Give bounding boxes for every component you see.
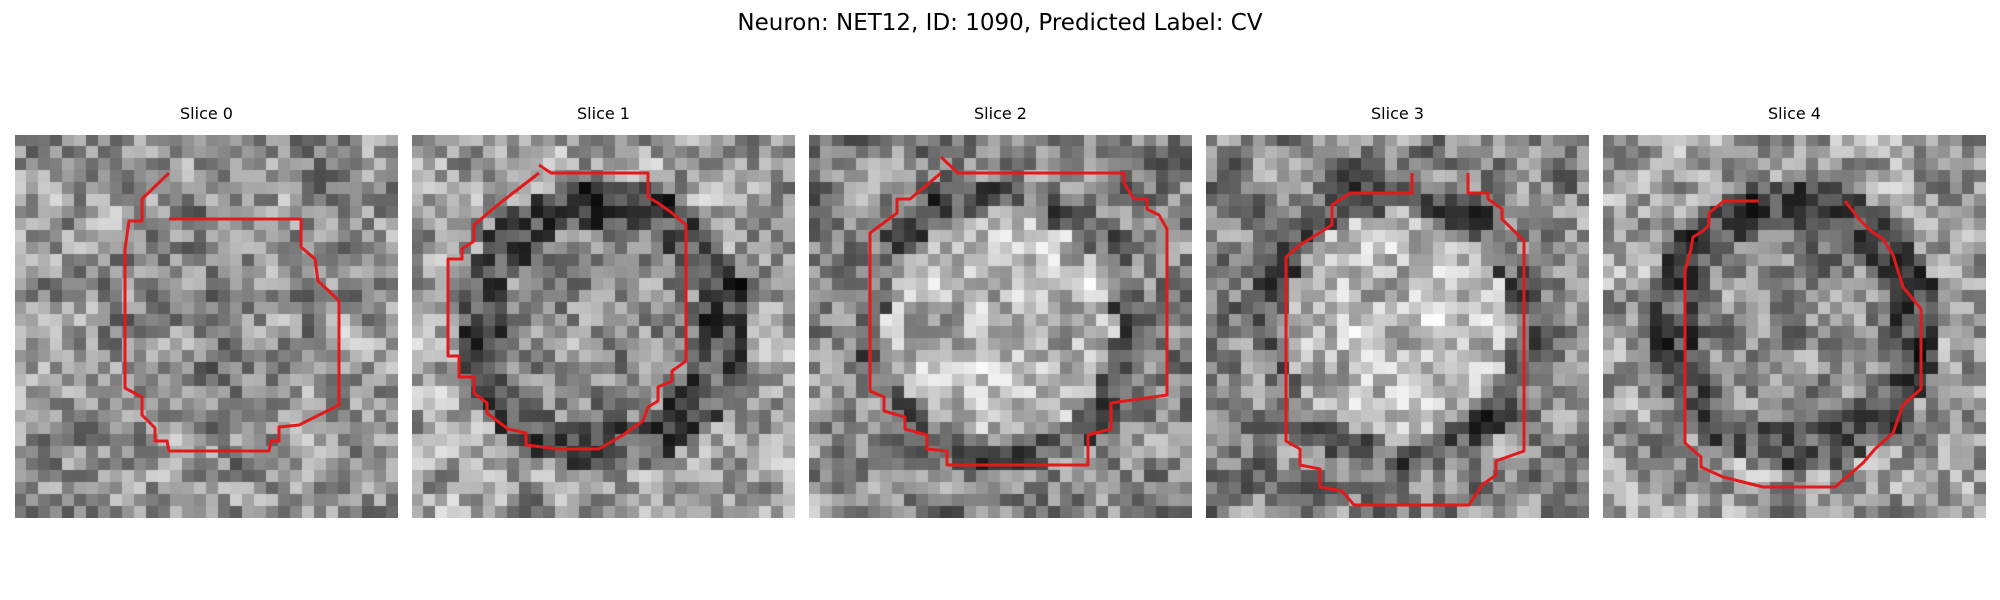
- slice-panel-2: Slice 2: [809, 104, 1192, 518]
- segmentation-contour-1: [446, 163, 688, 451]
- slice-title-2: Slice 2: [974, 104, 1027, 123]
- segmentation-contour-3: [1284, 173, 1526, 507]
- slice-title-0: Slice 0: [180, 104, 233, 123]
- slice-image-2: [809, 135, 1192, 518]
- slice-image-0: [15, 135, 398, 518]
- segmentation-contour-2: [868, 155, 1169, 467]
- segmentation-contour-0: [123, 171, 341, 453]
- slice-panel-1: Slice 1: [412, 104, 795, 518]
- slice-panel-3: Slice 3: [1206, 104, 1589, 518]
- slice-overlay-4: [1683, 199, 1923, 489]
- slice-panel-4: Slice 4: [1603, 104, 1986, 518]
- slice-title-4: Slice 4: [1768, 104, 1821, 123]
- slice-image-1: [412, 135, 795, 518]
- figure-title: Neuron: NET12, ID: 1090, Predicted Label…: [737, 10, 1263, 36]
- slice-title-1: Slice 1: [577, 104, 630, 123]
- slice-overlay-0: [123, 171, 341, 453]
- slice-title-3: Slice 3: [1371, 104, 1424, 123]
- slice-panel-0: Slice 0: [15, 104, 398, 518]
- segmentation-contour-4: [1683, 199, 1923, 489]
- slice-overlay-1: [446, 163, 688, 451]
- slice-overlay-3: [1284, 173, 1526, 507]
- slice-overlay-2: [868, 155, 1169, 467]
